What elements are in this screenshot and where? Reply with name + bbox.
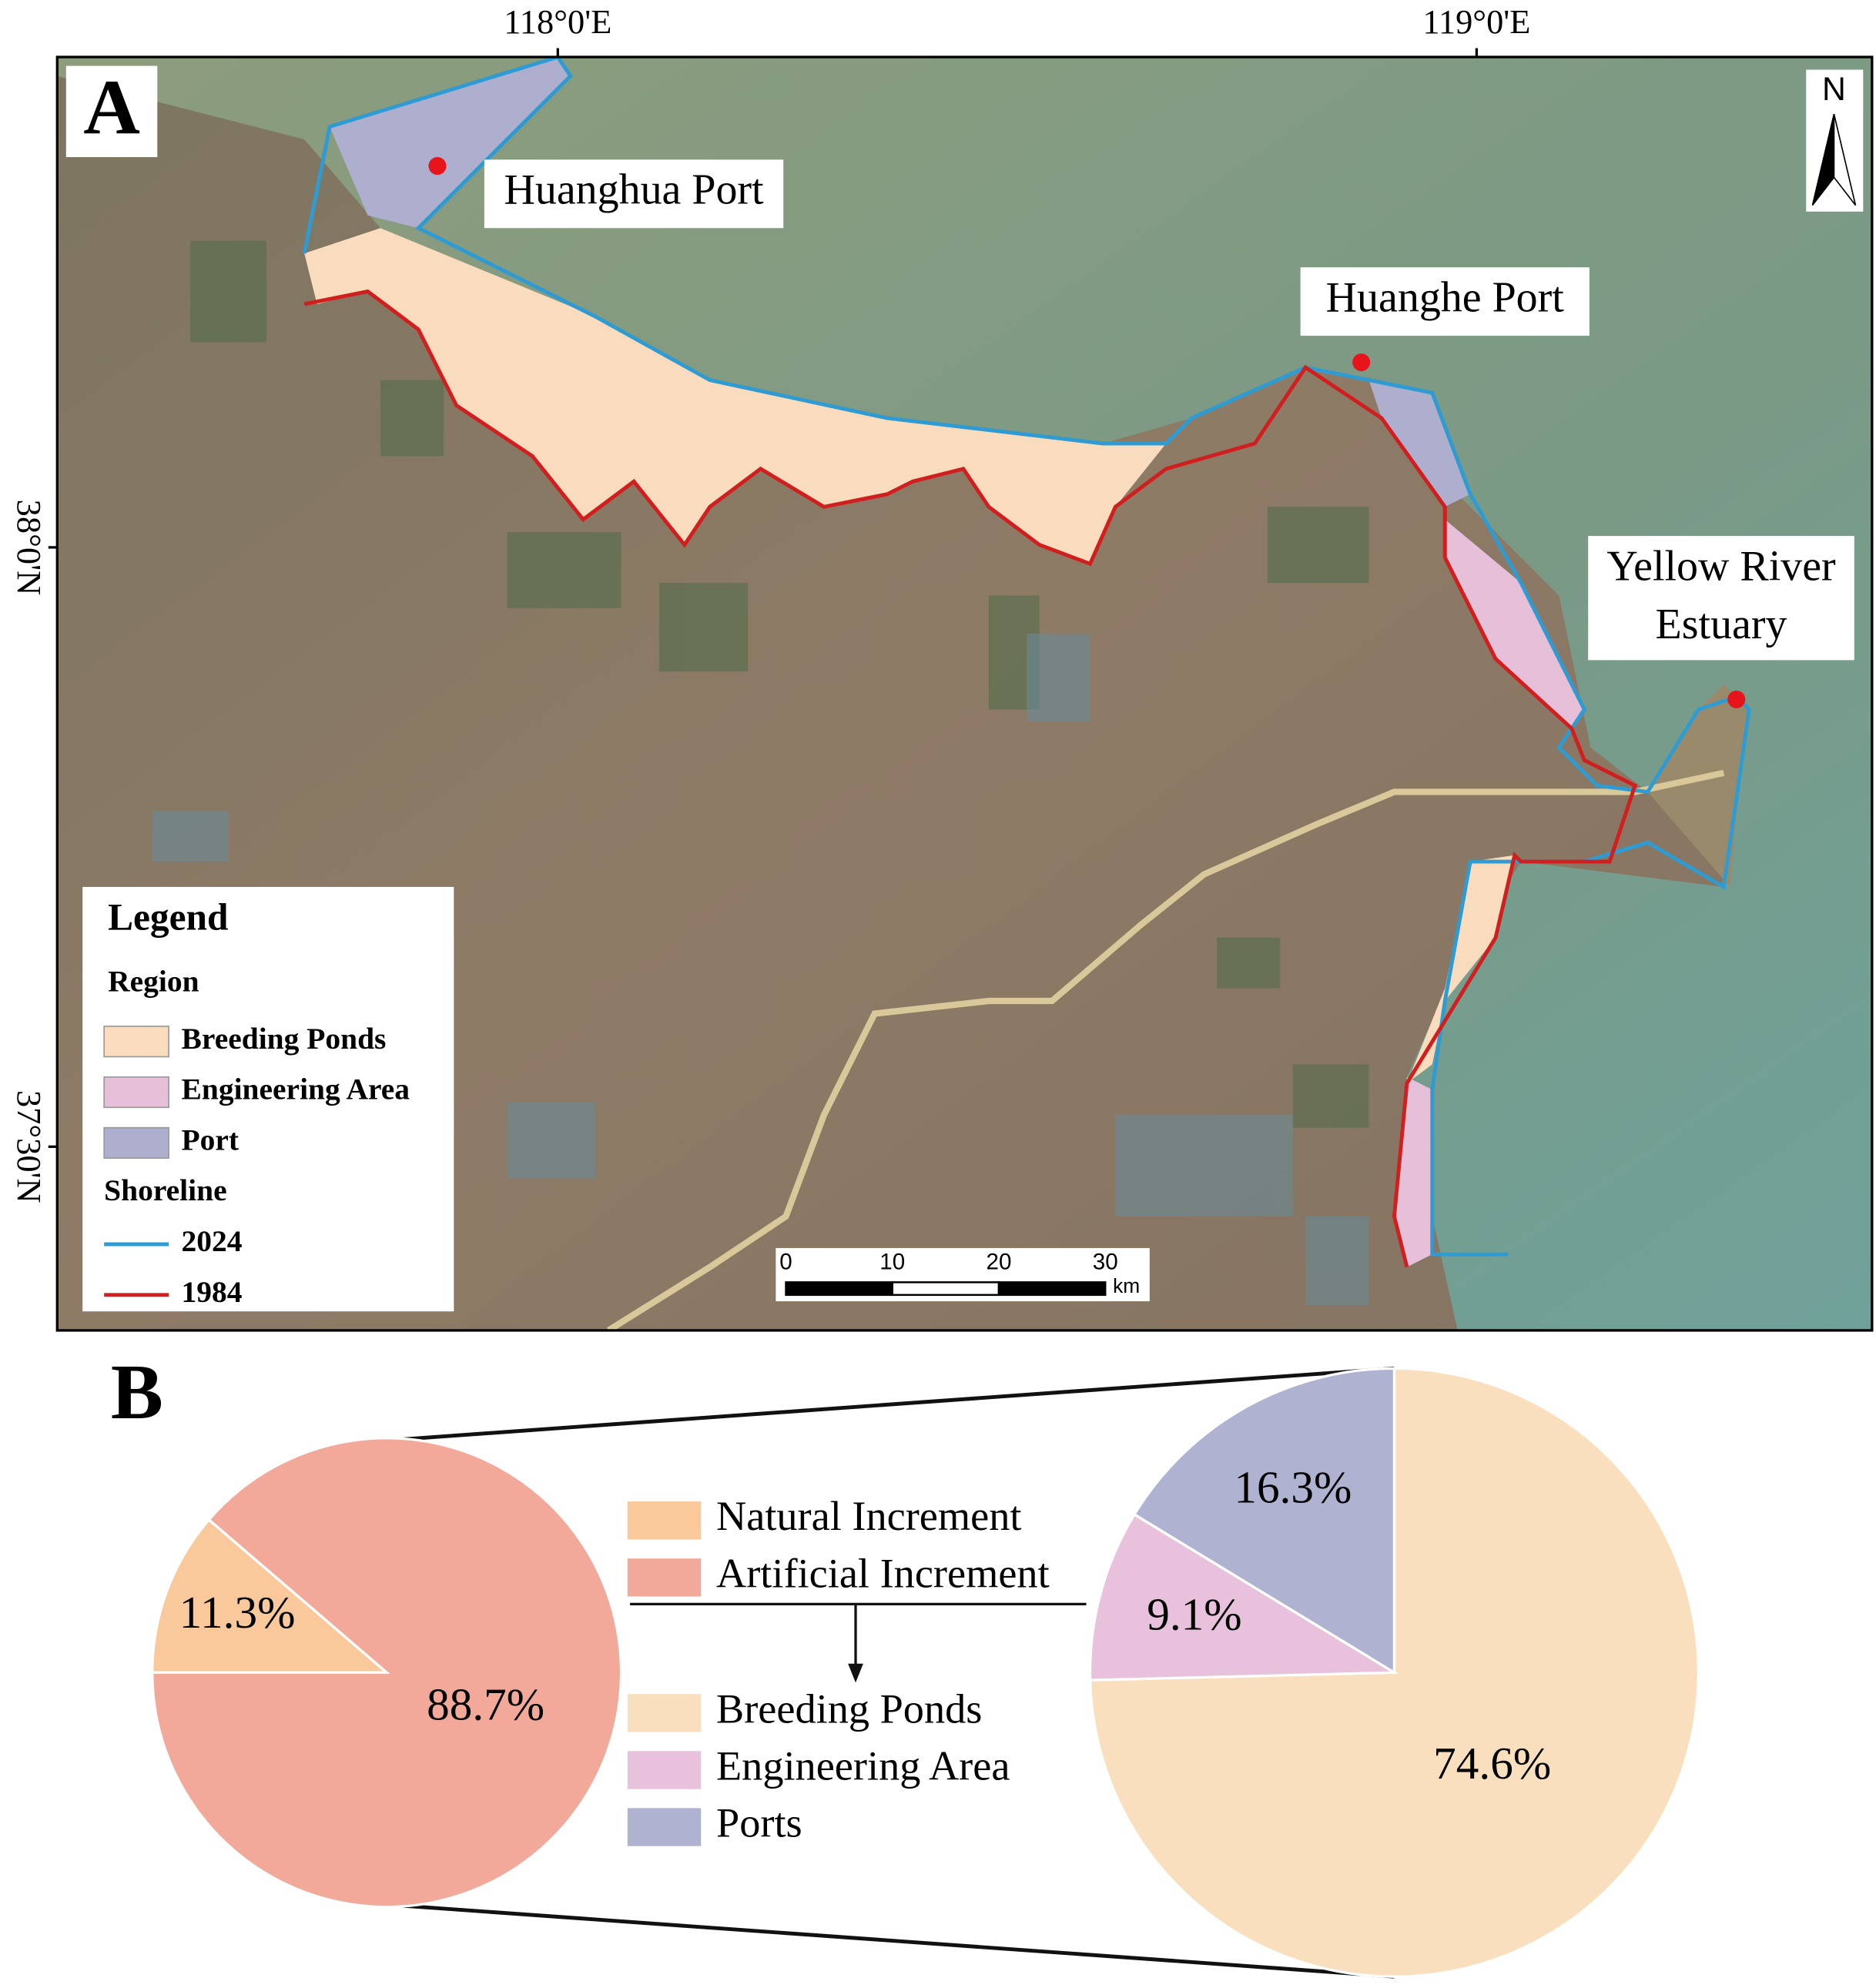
legend-swatch (627, 1694, 702, 1732)
legend-group-title: Region (108, 965, 199, 999)
legend-label: 2024 (182, 1224, 243, 1258)
pie-charts: 11.3% Natural Increment 88.7% Artificial In… (151, 1367, 1700, 1978)
scale-segment (891, 1281, 1000, 1297)
place-label: Huanghe Port (1326, 274, 1565, 322)
shoreline-1984 (303, 289, 1638, 1268)
port-region (1368, 380, 1471, 507)
legend-swatch (103, 1126, 169, 1159)
engineering-region (1445, 519, 1585, 729)
legend-label: Breeding Ponds (716, 1685, 982, 1732)
place-label: Estuary (1656, 601, 1787, 648)
place-label: Yellow River (1606, 542, 1836, 590)
legend-group-title: Shoreline (104, 1173, 226, 1207)
legend-title: Legend (108, 896, 228, 939)
legend-swatch (627, 1808, 702, 1846)
map-legend: Legend Region Breeding Ponds Engineering Ar… (103, 896, 410, 1309)
yellow-river (606, 769, 1725, 1330)
north-arrow (1833, 113, 1857, 206)
scale-segment (785, 1281, 893, 1297)
lon-tick-label: 119°0'E (1422, 2, 1530, 41)
north-label: N (1822, 71, 1846, 108)
city-patches (152, 633, 1369, 1306)
place-label-box (484, 159, 784, 229)
panel-label: A (83, 64, 140, 151)
lat-tick-label: 38°0'N (10, 500, 49, 595)
legend-swatch (627, 1501, 702, 1540)
place-dot (1727, 690, 1746, 708)
pie-slice (1088, 1512, 1399, 1682)
value-label: 16.3% (1234, 1462, 1352, 1513)
breeding-ponds-region (304, 228, 1167, 564)
place-label-box (1300, 267, 1590, 336)
legend-label: Natural Increment (716, 1493, 1021, 1539)
lat-tick-label: 37°30'N (10, 1090, 49, 1203)
legend-label: Port (182, 1123, 240, 1156)
legend-label: Ports (716, 1799, 802, 1846)
scale-segment (997, 1281, 1107, 1297)
value-label: 74.6% (1433, 1738, 1551, 1789)
scale-tick-label: 0 (779, 1250, 792, 1275)
legend-label: Artificial Increment (716, 1550, 1050, 1596)
legend-label: Breeding Ponds (182, 1022, 387, 1056)
scale-tick-label: 10 (879, 1250, 905, 1275)
place-label: Huanghua Port (504, 166, 764, 214)
legend-swatch (627, 1751, 702, 1789)
panel-label-box (65, 65, 158, 158)
place-dot (428, 157, 447, 176)
pie-connectors (384, 1366, 1395, 1979)
value-label: 9.1% (1147, 1589, 1241, 1640)
pie-slice (151, 1518, 390, 1674)
estuary-land (1647, 684, 1750, 887)
pie-slice (151, 1437, 623, 1909)
place-dot (1352, 353, 1371, 372)
panel-label: B (111, 1349, 163, 1436)
port-region (330, 57, 571, 229)
scale-tick-label: 30 (1093, 1250, 1118, 1275)
legend-label: Engineering Area (182, 1073, 410, 1106)
lon-tick-label: 118°0'E (504, 2, 611, 41)
legend-swatch (103, 1026, 169, 1058)
pie-slice (1132, 1367, 1396, 1675)
value-label: 88.7% (427, 1678, 544, 1729)
legend-label: 1984 (182, 1275, 243, 1309)
legend-label: Engineering Area (716, 1742, 1010, 1789)
map-frame (55, 55, 1874, 1332)
place-labels: Huanghua Port Huanghe Port Yellow River Est… (484, 159, 1854, 661)
graticule-ticks (48, 48, 1479, 1148)
breeding-ponds-region (1406, 855, 1515, 1084)
arrow-head (848, 1663, 863, 1683)
legend-swatch (627, 1558, 702, 1597)
scale-unit: km (1113, 1274, 1140, 1297)
value-label: 11.3% (179, 1587, 296, 1638)
scale-tick-label: 20 (987, 1250, 1012, 1275)
place-label-box (1588, 536, 1854, 661)
legend-swatch (103, 1076, 169, 1109)
